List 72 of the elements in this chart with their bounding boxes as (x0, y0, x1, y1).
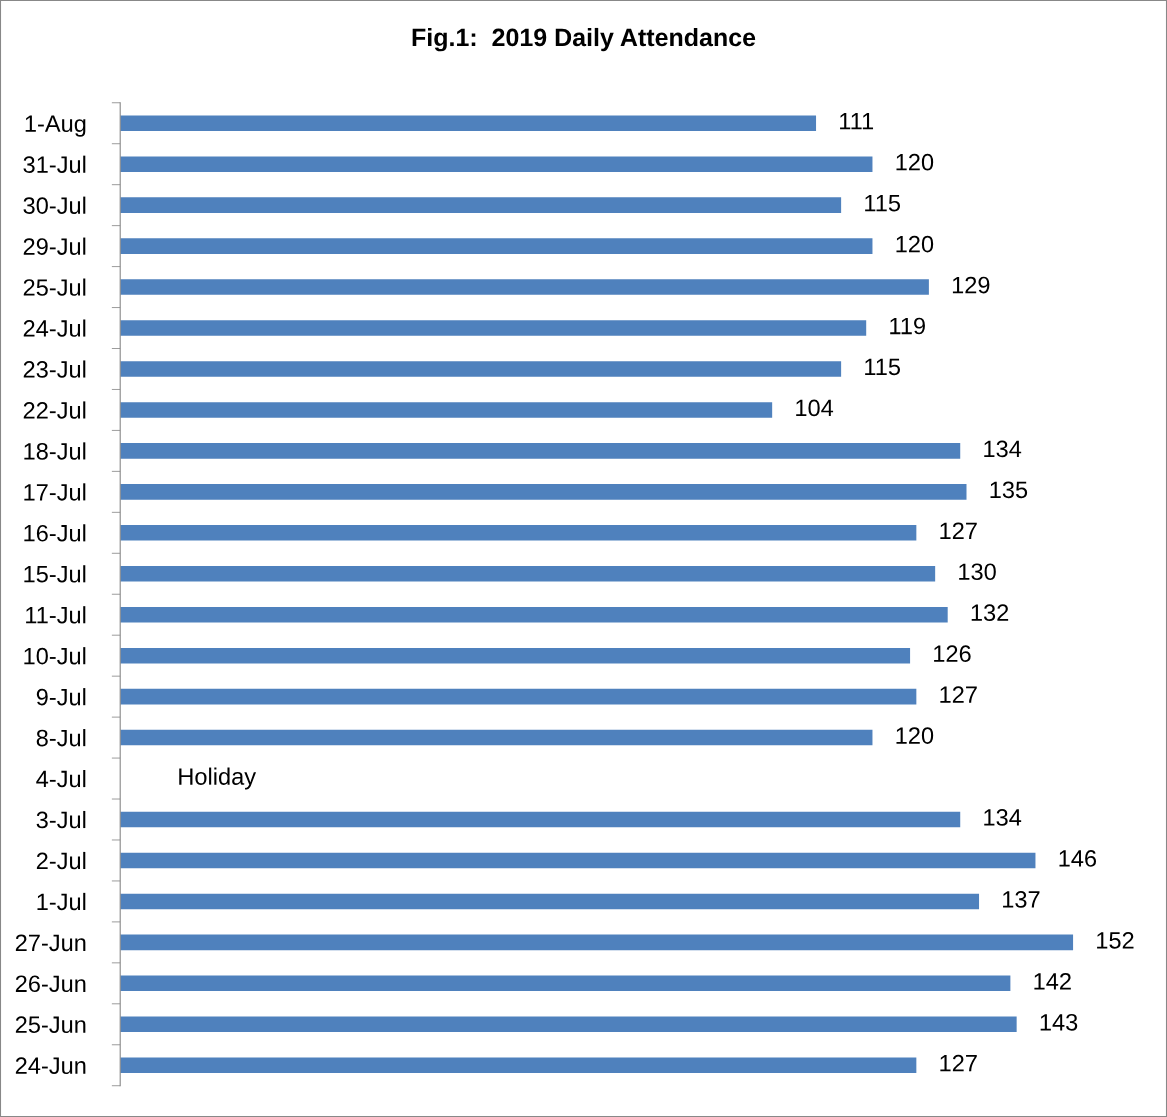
annotation: Holiday (179, 767, 257, 790)
y-tick-label: 24-Jun (15, 1057, 86, 1075)
data-label: 120 (896, 235, 934, 253)
y-tick-label: 2-Jul (36, 851, 86, 870)
chart-title: Fig.1: 2019 Daily Attendance (412, 27, 756, 52)
data-label: 134 (984, 440, 1022, 458)
data-label: 134 (984, 809, 1022, 826)
y-tick-label: 15-Jul (24, 565, 86, 583)
y-tick-label: 3-Jul (36, 810, 86, 829)
data-label: 127 (940, 522, 977, 539)
y-tick-label: 25-Jun (15, 1016, 86, 1034)
y-tick-label: 24-Jul (23, 319, 86, 337)
data-label: 119 (890, 317, 925, 335)
data-label: 120 (896, 153, 934, 171)
data-label: 129 (952, 276, 990, 294)
bar (120, 197, 842, 213)
bar (120, 852, 1036, 869)
bar (120, 811, 961, 828)
bar (120, 484, 967, 500)
y-tick-label: 30-Jul (23, 196, 86, 214)
bar (120, 606, 948, 623)
data-label: 130 (959, 563, 996, 581)
bar (120, 1016, 1017, 1033)
y-tick-label: 23-Jul (23, 360, 86, 378)
y-tick-label: 16-Jul (24, 524, 86, 542)
data-label: 127 (940, 1054, 977, 1072)
bar (120, 1057, 917, 1074)
bar (120, 565, 936, 582)
bar (120, 156, 873, 172)
bar (120, 402, 773, 418)
data-label: 120 (896, 727, 934, 744)
bar (120, 443, 961, 459)
y-tick-label: 11-Jul (26, 606, 86, 624)
y-tick-label: 8-Jul (36, 729, 86, 747)
bar (120, 361, 842, 377)
data-label: 132 (971, 604, 1009, 622)
y-tick-label: 31-Jul (23, 155, 86, 173)
bar (120, 688, 917, 705)
data-label: 104 (796, 399, 834, 417)
y-tick-label: 25-Jul (23, 278, 86, 296)
bar (120, 934, 1074, 951)
y-tick-label: 9-Jul (36, 688, 86, 706)
data-label: 142 (1034, 972, 1071, 990)
bar (120, 647, 911, 664)
y-tick-label: 18-Jul (24, 442, 86, 460)
y-tick-label: 26-Jun (15, 975, 86, 993)
data-label: 127 (940, 686, 977, 703)
data-label: 143 (1040, 1013, 1078, 1031)
data-label: 135 (990, 481, 1028, 499)
y-tick-label: 17-Jul (24, 483, 86, 501)
y-tick-label: 4-Jul (36, 769, 86, 788)
data-label: 126 (934, 645, 971, 663)
bar (120, 525, 917, 541)
data-label: 152 (1097, 931, 1134, 949)
y-tick-label: 1-Aug (25, 115, 86, 137)
data-label: 111 (840, 113, 874, 130)
bar (120, 975, 1011, 992)
data-label: 115 (865, 358, 901, 376)
y-tick-label: 29-Jul (23, 237, 86, 255)
bar (120, 279, 929, 295)
y-tick-label: 10-Jul (24, 647, 86, 665)
y-tick-label: 1-Jul (37, 892, 86, 911)
y-tick-label: 27-Jun (15, 934, 86, 952)
bar (120, 238, 873, 254)
bar (120, 115, 817, 132)
bar (120, 729, 873, 746)
bar (120, 893, 980, 910)
data-label: 146 (1059, 850, 1097, 867)
data-label: 137 (1003, 891, 1040, 908)
bar (120, 320, 867, 336)
data-label: 115 (865, 195, 901, 212)
y-tick-label: 22-Jul (23, 401, 86, 419)
